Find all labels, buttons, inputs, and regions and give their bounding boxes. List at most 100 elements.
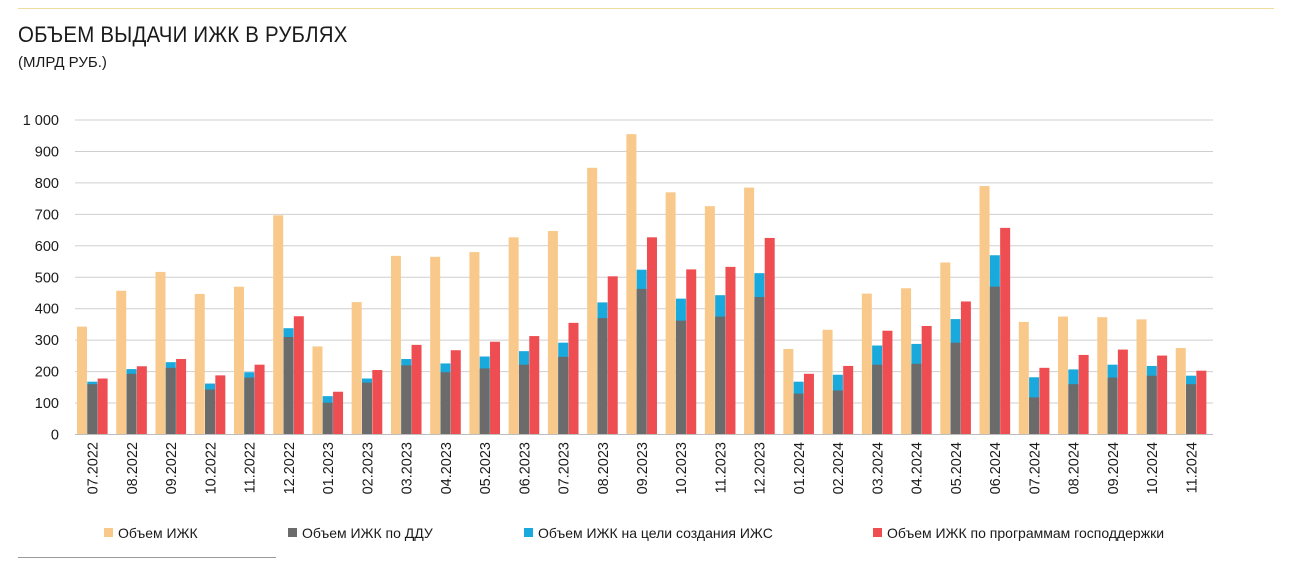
bar-gospod xyxy=(176,359,187,435)
bar-gospod xyxy=(646,237,657,435)
bar-izhk xyxy=(430,256,441,435)
bar-ddu xyxy=(636,288,647,435)
bar-gospod xyxy=(529,336,540,435)
bar-izhk xyxy=(469,252,480,435)
bar-ddu xyxy=(401,365,412,435)
x-tick-label: 08.2024 xyxy=(1067,442,1083,494)
y-tick-label: 0 xyxy=(51,428,59,444)
legend-swatch xyxy=(524,528,533,537)
bar-ddu xyxy=(1029,397,1040,435)
bars xyxy=(77,134,1207,435)
x-tick-label: 09.2024 xyxy=(1106,442,1122,494)
bar-gospod xyxy=(490,341,501,435)
bar-gospod xyxy=(686,269,697,435)
bar-ddu xyxy=(675,320,686,435)
bar-gospod xyxy=(215,375,226,435)
bar-ddu xyxy=(165,367,176,435)
bar-gospod xyxy=(254,364,265,435)
x-tick-label: 06.2023 xyxy=(517,442,533,494)
bar-izhk xyxy=(1058,316,1069,435)
x-tick-label: 12.2022 xyxy=(282,442,298,494)
x-tick-label: 12.2023 xyxy=(753,442,769,494)
x-tick-label: 04.2023 xyxy=(439,442,455,494)
bar-gospod xyxy=(1078,354,1089,435)
bar-ddu xyxy=(832,390,843,435)
y-tick-label: 900 xyxy=(35,144,59,160)
legend: Объем ИЖК Объем ИЖК по ДДУ Объем ИЖК на це… xyxy=(104,525,1164,541)
bar-ddu xyxy=(793,393,804,435)
x-tick-label: 07.2024 xyxy=(1027,442,1043,494)
bar-izhk xyxy=(155,271,166,435)
bar-izhk xyxy=(704,206,715,435)
y-axis: 0 100 200 300 400 500 600 700 800 900 1 000 xyxy=(23,113,59,444)
chart-subtitle: (МЛРД РУБ.) xyxy=(18,54,107,71)
x-tick-label: 08.2023 xyxy=(596,442,612,494)
x-tick-label: 07.2023 xyxy=(557,442,573,494)
bar-izhk xyxy=(312,346,323,435)
bar-ddu xyxy=(479,368,490,435)
bar-izhk xyxy=(1097,317,1108,435)
x-tick-label: 09.2022 xyxy=(164,442,180,494)
bar-izhk xyxy=(508,237,519,435)
bar-ddu xyxy=(440,372,451,435)
x-tick-label: 11.2024 xyxy=(1184,442,1200,493)
bar-izhk xyxy=(194,293,205,435)
bar-izhk xyxy=(351,302,362,435)
bar-izhk xyxy=(940,262,951,435)
bar-ddu xyxy=(1068,384,1079,435)
bar-izhk xyxy=(1136,319,1147,435)
bar-gospod xyxy=(1039,367,1050,435)
bar-izhk xyxy=(1018,321,1029,435)
bar-ddu xyxy=(322,402,333,435)
bar-gospod xyxy=(725,266,736,435)
x-tick-label: 03.2023 xyxy=(400,442,416,494)
legend-swatch xyxy=(288,528,297,537)
y-tick-label: 700 xyxy=(35,207,59,223)
bar-gospod xyxy=(803,373,814,435)
bar-gospod xyxy=(1117,349,1128,435)
x-tick-label: 02.2023 xyxy=(360,442,376,494)
bar-ddu xyxy=(244,377,255,435)
x-tick-label: 11.2023 xyxy=(713,442,729,493)
legend-label: Объем ИЖК по программам господдержки xyxy=(887,525,1164,541)
bar-izhk xyxy=(1175,348,1186,435)
bar-ddu xyxy=(1107,377,1118,435)
bar-izhk xyxy=(390,255,401,435)
x-tick-label: 01.2023 xyxy=(321,442,337,494)
bar-izhk xyxy=(901,288,912,435)
bar-izhk xyxy=(77,326,87,435)
bar-izhk xyxy=(547,231,558,435)
bar-gospod xyxy=(921,325,932,435)
x-tick-label: 04.2024 xyxy=(910,442,926,494)
bar-ddu xyxy=(1186,384,1197,435)
bar-izhk xyxy=(626,134,637,435)
bar-izhk xyxy=(116,290,127,435)
top-rule xyxy=(18,8,1274,9)
bar-gospod xyxy=(293,316,304,435)
x-tick-label: 03.2024 xyxy=(870,442,886,494)
y-tick-label: 800 xyxy=(35,176,59,192)
bar-gospod xyxy=(568,322,579,435)
x-tick-label: 01.2024 xyxy=(792,442,808,494)
legend-label: Объем ИЖК по ДДУ xyxy=(302,525,433,541)
bar-gospod xyxy=(843,365,854,435)
x-axis: 07.2022 08.2022 09.2022 10.2022 11.2022 12.20… xyxy=(75,434,1213,494)
bar-gospod xyxy=(960,301,971,435)
bar-ddu xyxy=(715,316,726,435)
bar-ddu xyxy=(87,384,98,435)
bar-gospod xyxy=(136,366,147,435)
bar-ddu xyxy=(205,389,216,435)
bar-gospod xyxy=(411,344,422,435)
bar-ddu xyxy=(597,318,608,435)
bar-izhk xyxy=(665,192,676,435)
x-tick-label: 02.2024 xyxy=(831,442,847,494)
bar-ddu xyxy=(283,337,294,435)
bar-izhk xyxy=(861,293,872,435)
bar-izhk xyxy=(822,329,833,435)
x-tick-label: 07.2022 xyxy=(86,442,102,494)
bar-ddu xyxy=(872,364,883,435)
legend-swatch xyxy=(104,528,113,537)
bar-ddu xyxy=(361,382,372,435)
x-tick-label: 10.2023 xyxy=(674,442,690,494)
